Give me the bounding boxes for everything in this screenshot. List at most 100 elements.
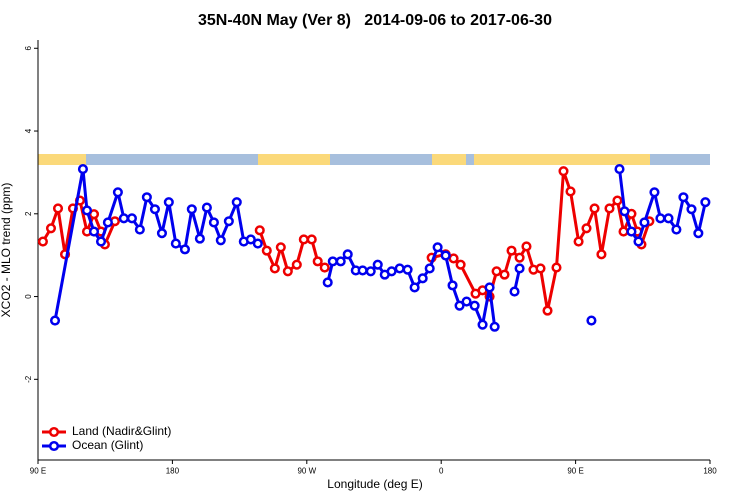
x-tick-label: 90 E [567, 467, 583, 476]
data-point [252, 238, 263, 249]
data-point [604, 203, 615, 214]
land-strip [474, 154, 650, 165]
data-point [335, 256, 346, 267]
data-point [440, 250, 451, 261]
data-point [489, 321, 500, 332]
data-point [551, 262, 562, 273]
data-point [319, 262, 330, 273]
data-point [678, 192, 689, 203]
data-point [357, 265, 368, 276]
data-point [291, 259, 302, 270]
data-point [312, 256, 323, 267]
legend-marker [48, 426, 60, 438]
y-axis-label: XCO2 - MLO trend (ppm) [0, 183, 13, 318]
data-point [432, 242, 443, 253]
legend-label: Land (Nadir&Glint) [72, 424, 171, 438]
data-point [327, 256, 338, 267]
data-point [118, 213, 129, 224]
data-point [581, 223, 592, 234]
data-point [409, 282, 420, 293]
data-point [282, 266, 293, 277]
data-point [612, 195, 623, 206]
x-tick-label: 0 [439, 467, 444, 476]
data-point [102, 217, 113, 228]
data-point [163, 197, 174, 208]
data-point [386, 266, 397, 277]
data-point [618, 226, 629, 237]
data-point [342, 249, 353, 260]
data-point [112, 187, 123, 198]
data-point [77, 164, 88, 175]
data-point [619, 206, 630, 217]
data-point [542, 305, 553, 316]
data-point [455, 259, 466, 270]
data-point [261, 245, 272, 256]
data-point [461, 296, 472, 307]
data-point [208, 217, 219, 228]
data-point [469, 300, 480, 311]
data-point [322, 277, 333, 288]
data-point [671, 224, 682, 235]
data-point [402, 264, 413, 275]
x-tick-label: 180 [703, 467, 717, 476]
y-tick-label: 2 [24, 211, 33, 216]
data-point [586, 315, 597, 326]
data-point [269, 263, 280, 274]
data-point [573, 236, 584, 247]
data-point [558, 166, 569, 177]
data-point [454, 300, 465, 311]
data-point [245, 234, 256, 245]
data-point [126, 213, 137, 224]
land-strip [258, 154, 330, 165]
data-point [589, 203, 600, 214]
data-point [179, 244, 190, 255]
data-point [614, 164, 625, 175]
data-point [514, 263, 525, 274]
chart-title: 35N-40N May (Ver 8) 2014-09-06 to 2017-0… [198, 12, 552, 29]
data-point [141, 192, 152, 203]
data-point [298, 234, 309, 245]
data-point [596, 249, 607, 260]
data-point [448, 253, 459, 264]
data-point [514, 252, 525, 263]
data-point [52, 203, 64, 214]
data-point [655, 213, 666, 224]
data-point [186, 204, 197, 215]
data-point [372, 259, 383, 270]
land-strip [432, 154, 466, 165]
data-point [506, 245, 517, 256]
data-point [477, 319, 488, 330]
data-point [49, 315, 61, 326]
data-point [649, 187, 660, 198]
data-point [201, 202, 212, 213]
y-tick-label: 6 [24, 46, 33, 51]
data-point [491, 266, 502, 277]
data-point [37, 236, 48, 247]
data-point [417, 273, 428, 284]
legend-label: Ocean (Glint) [72, 438, 143, 452]
data-point [565, 186, 576, 197]
data-point [424, 263, 435, 274]
data-point [509, 286, 520, 297]
data-point [365, 266, 376, 277]
ocean-strip [38, 154, 710, 165]
data-point [275, 242, 286, 253]
data-point [170, 238, 181, 249]
data-point [231, 197, 242, 208]
x-tick-label: 90 W [297, 467, 316, 476]
land-ocean-strip [38, 154, 710, 165]
data-point [633, 236, 644, 247]
y-tick-label: 4 [24, 128, 33, 133]
data-point [81, 205, 93, 216]
series-line [53, 167, 707, 327]
y-tick-label: 0 [24, 294, 33, 299]
data-point [394, 263, 405, 274]
data-point [693, 228, 704, 239]
data-point [535, 263, 546, 274]
data-point [194, 233, 205, 244]
x-tick-label: 180 [166, 467, 180, 476]
data-point [149, 204, 160, 215]
data-point [95, 236, 107, 247]
data-point [499, 269, 510, 280]
